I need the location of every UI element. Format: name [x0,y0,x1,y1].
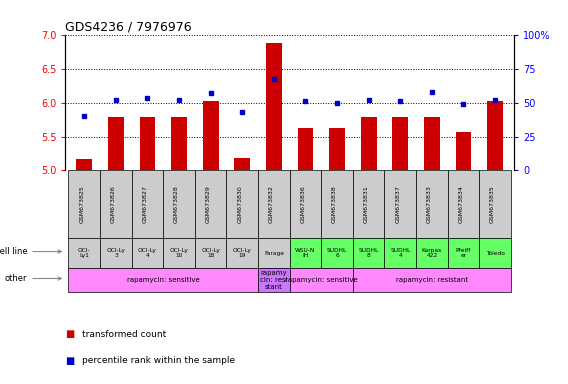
Text: GSM673837: GSM673837 [395,185,400,223]
FancyBboxPatch shape [258,268,290,292]
Text: Toledo: Toledo [486,250,504,255]
Bar [235,158,250,170]
FancyBboxPatch shape [290,170,321,238]
Text: OCI-Ly
19: OCI-Ly 19 [233,248,252,258]
Text: GSM673836: GSM673836 [300,185,306,223]
Bar [392,117,408,170]
FancyBboxPatch shape [321,238,353,268]
FancyBboxPatch shape [448,170,479,238]
Bar [108,118,124,170]
FancyBboxPatch shape [258,170,290,238]
Text: GSM673830: GSM673830 [237,185,243,223]
FancyBboxPatch shape [132,238,163,268]
Text: GSM673831: GSM673831 [364,185,369,223]
Text: ■: ■ [65,329,74,339]
Bar [298,128,314,170]
Text: cell line: cell line [0,247,61,256]
Bar [203,101,219,170]
FancyBboxPatch shape [163,170,195,238]
Bar [266,43,282,170]
Bar [329,127,345,170]
FancyBboxPatch shape [479,170,511,238]
Text: SUDHL
8: SUDHL 8 [358,248,379,258]
Text: transformed count: transformed count [82,329,166,339]
FancyBboxPatch shape [353,268,511,292]
Text: rapamy
cin: resi
stant: rapamy cin: resi stant [260,270,288,290]
FancyBboxPatch shape [290,238,321,268]
Text: GSM673828: GSM673828 [174,185,179,223]
Text: percentile rank within the sample: percentile rank within the sample [82,356,236,366]
Text: Farage: Farage [264,250,284,255]
Text: WSU-N
IH: WSU-N IH [295,248,316,258]
Text: GSM673835: GSM673835 [490,185,495,223]
Text: rapamycin: sensitive: rapamycin: sensitive [127,277,200,283]
Text: GSM673834: GSM673834 [458,185,463,223]
FancyBboxPatch shape [385,238,416,268]
FancyBboxPatch shape [69,268,258,292]
FancyBboxPatch shape [353,238,385,268]
Text: GSM673832: GSM673832 [269,185,274,223]
FancyBboxPatch shape [448,238,479,268]
Text: other: other [5,274,61,283]
FancyBboxPatch shape [353,170,385,238]
FancyBboxPatch shape [321,170,353,238]
FancyBboxPatch shape [416,170,448,238]
Bar [361,117,377,170]
Text: GSM673838: GSM673838 [332,185,337,223]
Bar [424,117,440,170]
Bar [487,101,503,170]
Bar [171,118,187,170]
Bar [140,117,156,170]
FancyBboxPatch shape [163,238,195,268]
Text: GSM673826: GSM673826 [111,185,116,223]
FancyBboxPatch shape [100,170,132,238]
FancyBboxPatch shape [100,238,132,268]
Text: OCI-
Ly1: OCI- Ly1 [78,248,90,258]
Bar [76,159,92,170]
Text: rapamycin: sensitive: rapamycin: sensitive [285,277,358,283]
Text: SUDHL
6: SUDHL 6 [327,248,347,258]
Text: GSM673827: GSM673827 [143,185,148,223]
FancyBboxPatch shape [69,170,100,238]
Text: Pfeiff
er: Pfeiff er [456,248,471,258]
Text: SUDHL
4: SUDHL 4 [390,248,411,258]
FancyBboxPatch shape [227,238,258,268]
FancyBboxPatch shape [195,238,227,268]
Text: OCI-Ly
4: OCI-Ly 4 [138,248,157,258]
FancyBboxPatch shape [195,170,227,238]
Text: GSM673833: GSM673833 [427,185,432,223]
Text: GSM673825: GSM673825 [80,185,84,223]
FancyBboxPatch shape [290,268,353,292]
FancyBboxPatch shape [385,170,416,238]
FancyBboxPatch shape [132,170,163,238]
Text: OCI-Ly
3: OCI-Ly 3 [106,248,126,258]
FancyBboxPatch shape [69,238,100,268]
FancyBboxPatch shape [479,238,511,268]
FancyBboxPatch shape [416,238,448,268]
Text: GDS4236 / 7976976: GDS4236 / 7976976 [65,20,192,33]
Text: Karpas
422: Karpas 422 [422,248,442,258]
Text: OCI-Ly
10: OCI-Ly 10 [170,248,189,258]
FancyBboxPatch shape [258,238,290,268]
Text: rapamycin: resistant: rapamycin: resistant [396,277,468,283]
FancyBboxPatch shape [227,170,258,238]
Text: GSM673829: GSM673829 [206,185,211,223]
Bar [456,132,471,170]
Text: ■: ■ [65,356,74,366]
Text: OCI-Ly
18: OCI-Ly 18 [201,248,220,258]
